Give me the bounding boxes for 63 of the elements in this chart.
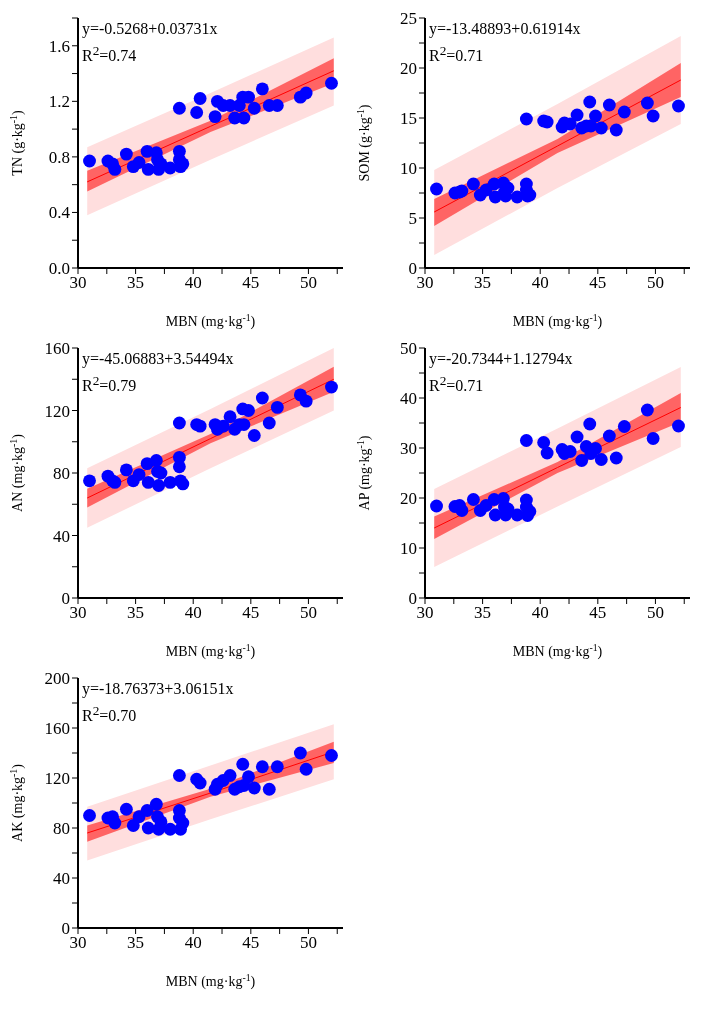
x-tick-label: 45: [242, 603, 260, 623]
x-tick-label: 40: [531, 603, 549, 623]
x-axis-title: MBN (mg·kg$^{-1}$): [165, 311, 256, 330]
x-tick-label: 35: [127, 933, 145, 953]
annotation: y=-45.06883+3.54494x: [82, 349, 234, 370]
x-tick-label: 45: [589, 603, 607, 623]
y-tick-label: 40: [400, 389, 417, 409]
x-tick-label: 50: [299, 933, 317, 953]
y-tick-label: 1.6: [48, 36, 70, 56]
x-tick-label: 50: [299, 603, 317, 623]
x-tick-label: 40: [184, 603, 202, 623]
y-tick-label: 200: [44, 669, 70, 689]
y-tick-label: 160: [44, 719, 70, 739]
x-axis-title: MBN (mg·kg$^{-1}$): [165, 641, 256, 660]
annotation: y=-18.76373+3.06151x: [82, 679, 234, 700]
x-tick-label: 50: [299, 273, 317, 293]
y-tick-label: 0: [61, 919, 70, 939]
x-tick-label: 50: [646, 273, 664, 293]
y-tick-label: 0.4: [48, 203, 71, 223]
annotation: R$^{2}$=0.71: [429, 372, 485, 397]
y-tick-label: 160: [44, 339, 70, 359]
x-tick-label: 45: [589, 273, 607, 293]
y-tick-label: 1.2: [48, 92, 70, 112]
y-tick-label: 40: [53, 526, 70, 546]
annotation: R$^{2}$=0.70: [82, 702, 138, 727]
y-tick-label: 50: [400, 339, 417, 359]
y-tick-label: 0.0: [48, 259, 70, 279]
x-tick-label: 40: [184, 273, 202, 293]
annotation: R$^{2}$=0.71: [429, 42, 485, 67]
x-tick-label: 45: [242, 933, 260, 953]
x-tick-label: 40: [531, 273, 549, 293]
x-tick-label: 35: [127, 273, 145, 293]
y-tick-label: 0.8: [48, 147, 70, 167]
x-tick-label: 35: [474, 273, 492, 293]
y-tick-label: 15: [400, 109, 417, 129]
annotation: y=-13.48893+0.61914x: [429, 19, 581, 40]
y-tick-label: 0: [61, 589, 70, 609]
x-axis-title: MBN (mg·kg$^{-1}$): [512, 641, 603, 660]
y-tick-label: 80: [53, 464, 70, 484]
x-tick-label: 45: [242, 273, 260, 293]
x-tick-label: 50: [646, 603, 664, 623]
y-tick-label: 120: [44, 401, 70, 421]
x-axis-title: MBN (mg·kg$^{-1}$): [512, 311, 603, 330]
x-tick-label: 40: [184, 933, 202, 953]
x-axis-title: MBN (mg·kg$^{-1}$): [165, 971, 256, 990]
annotation: R$^{2}$=0.79: [82, 372, 138, 397]
y-tick-label: 20: [400, 59, 417, 79]
y-tick-label: 10: [400, 159, 417, 179]
x-tick-label: 35: [127, 603, 145, 623]
y-tick-label: 80: [53, 819, 70, 839]
y-tick-label: 120: [44, 769, 70, 789]
y-tick-label: 30: [400, 439, 417, 459]
annotation: y=-0.5268+0.03731x: [82, 19, 218, 40]
y-tick-label: 20: [400, 489, 417, 509]
y-tick-label: 5: [408, 209, 417, 229]
y-tick-label: 10: [400, 539, 417, 559]
annotation: y=-20.7344+1.12794x: [429, 349, 573, 370]
y-tick-label: 0: [408, 589, 417, 609]
y-tick-label: 40: [53, 869, 70, 889]
annotation: R$^{2}$=0.74: [82, 42, 138, 67]
y-tick-label: 25: [400, 9, 417, 29]
y-tick-label: 0: [408, 259, 417, 279]
x-tick-label: 35: [474, 603, 492, 623]
